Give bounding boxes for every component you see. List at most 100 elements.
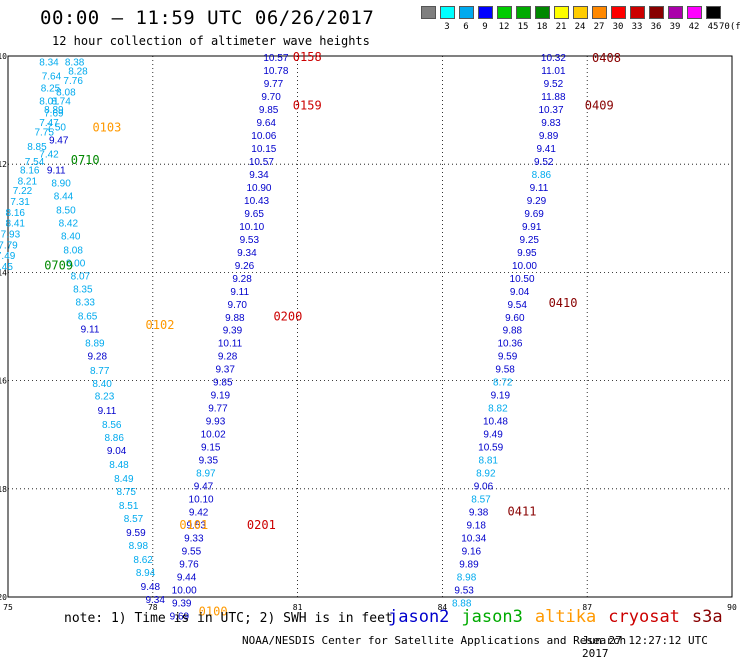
wave-height-label: 8.41 (6, 219, 26, 230)
wave-height-label: 8.98 (129, 541, 149, 552)
plot-frame (7, 55, 733, 598)
satellite-name: s3a (691, 607, 723, 627)
wave-height-label: 9.39 (172, 598, 192, 609)
legend-swatch (611, 6, 626, 19)
y-tick-label: -14 (0, 268, 7, 277)
wave-height-label: 8.23 (95, 392, 115, 403)
pass-time-label: 0159 (293, 99, 322, 113)
legend-value: 21 (555, 22, 567, 32)
wave-height-label: 7.22 (13, 186, 33, 197)
wave-height-label: 9.34 (249, 170, 269, 181)
wave-height-label: 9.48 (141, 582, 161, 593)
wave-height-label: 8.97 (196, 469, 216, 480)
wave-height-label: 9.37 (215, 365, 235, 376)
pass-time-label: 0410 (549, 296, 578, 310)
footer-note: note: 1) Time is in UTC; 2) SWH is in fe… (64, 611, 393, 626)
pass-time-label: 0710 (71, 153, 100, 167)
wave-height-label: 10.57 (263, 53, 288, 64)
wave-height-label: 9.89 (459, 559, 479, 570)
wave-height-label: 9.77 (208, 404, 228, 415)
wave-height-label: 7.42 (39, 149, 59, 160)
legend-value: 9 (482, 22, 488, 32)
wave-height-label: 8.49 (114, 474, 134, 485)
y-tick-label: -12 (0, 160, 7, 169)
pass-time-label: 0709 (44, 258, 73, 272)
wave-height-label: 8.89 (85, 339, 105, 350)
y-tick-label: -16 (0, 377, 7, 386)
wave-height-label: 8.00 (66, 259, 86, 270)
x-tick-label: 87 (582, 603, 592, 612)
wave-height-label: 7.31 (10, 197, 30, 208)
wave-height-label: 9.59 (498, 352, 518, 363)
wave-height-label: 8.74 (51, 96, 71, 107)
pass-time-label: 0103 (92, 120, 121, 134)
wave-height-label: 9.93 (206, 417, 226, 428)
y-tick-label: -20 (0, 593, 7, 602)
wave-height-label: 7.93 (1, 229, 21, 240)
legend-value: 45 (707, 22, 719, 32)
wave-height-label: 8.25 (41, 83, 61, 94)
wave-height-label: 9.34 (237, 248, 257, 259)
wave-height-label: 9.52 (544, 79, 564, 90)
wave-height-label: 10.10 (239, 222, 264, 233)
wave-height-label: 9.25 (520, 235, 540, 246)
legend-swatch (478, 6, 493, 19)
wave-height-label: 9.26 (235, 261, 255, 272)
wave-height-label: 9.53 (454, 585, 474, 596)
legend-swatch (706, 6, 721, 19)
y-tick-label: -18 (0, 485, 7, 494)
wave-height-label: 7.50 (47, 122, 67, 133)
wave-height-label: 8.50 (56, 206, 76, 217)
wave-height-label: 10.06 (251, 131, 276, 142)
satellite-legend: jason2 jason3 altika cryosat s3a (388, 607, 735, 627)
legend-value: 36 (650, 22, 662, 32)
wave-height-label: 9.19 (491, 391, 511, 402)
wave-height-label: 8.28 (68, 67, 88, 78)
wave-height-label: 8.75 (117, 487, 137, 498)
wave-height-label: 7.64 (42, 71, 62, 82)
satellite-name: altika (534, 607, 597, 627)
wave-height-label: 9.29 (527, 196, 547, 207)
legend-value: 42 (688, 22, 700, 32)
wave-height-label: 8.88 (452, 598, 472, 609)
legend-value: 33 (631, 22, 643, 32)
wave-height-label: 9.42 (189, 508, 209, 519)
wave-height-label: 8.86 (104, 433, 124, 444)
wave-height-label: 8.34 (39, 57, 59, 68)
wave-height-label: 9.28 (232, 274, 252, 285)
legend-unit: 70(ft) (719, 22, 740, 32)
wave-height-label: 9.04 (107, 446, 127, 457)
wave-height-label: 9.59 (126, 528, 146, 539)
x-tick-label: 81 (293, 603, 303, 612)
wave-height-label: 7.75 (34, 128, 54, 139)
wave-height-label: 9.18 (466, 521, 486, 532)
wave-height-label: 9.19 (211, 391, 231, 402)
wave-height-label: 11.01 (541, 66, 566, 77)
wave-height-label: 8.56 (102, 420, 122, 431)
pass-time-label: 0102 (146, 318, 175, 332)
wave-height-label: 8.51 (119, 501, 139, 512)
wave-height-label: 10.90 (246, 183, 271, 194)
wave-height-label: 8.92 (476, 469, 496, 480)
wave-height-label: 9.06 (474, 482, 494, 493)
wave-height-label: 10.15 (251, 144, 276, 155)
wave-height-label: 9.95 (517, 248, 537, 259)
x-tick-label: 90 (727, 603, 737, 612)
legend-swatch (497, 6, 512, 19)
wave-height-label: 8.62 (133, 555, 153, 566)
wave-height-label: 8.45 (0, 262, 13, 273)
wave-height-label: 10.00 (172, 585, 197, 596)
wave-height-label: 9.11 (98, 406, 117, 417)
wave-height-label: 9.49 (483, 430, 503, 441)
wave-height-label: 8.40 (61, 232, 81, 243)
satellite-name: jason2 (388, 607, 450, 627)
wave-height-label: 9.65 (244, 209, 264, 220)
y-tick-label: -10 (0, 52, 7, 61)
legend-swatch (459, 6, 474, 19)
x-tick-label: 78 (148, 603, 158, 612)
wave-height-label: 8.40 (92, 379, 112, 390)
wave-height-label: 10.10 (189, 495, 214, 506)
wave-height-label: 8.81 (479, 456, 499, 467)
wave-height-label: 9.58 (495, 365, 515, 376)
legend-swatch (554, 6, 569, 19)
